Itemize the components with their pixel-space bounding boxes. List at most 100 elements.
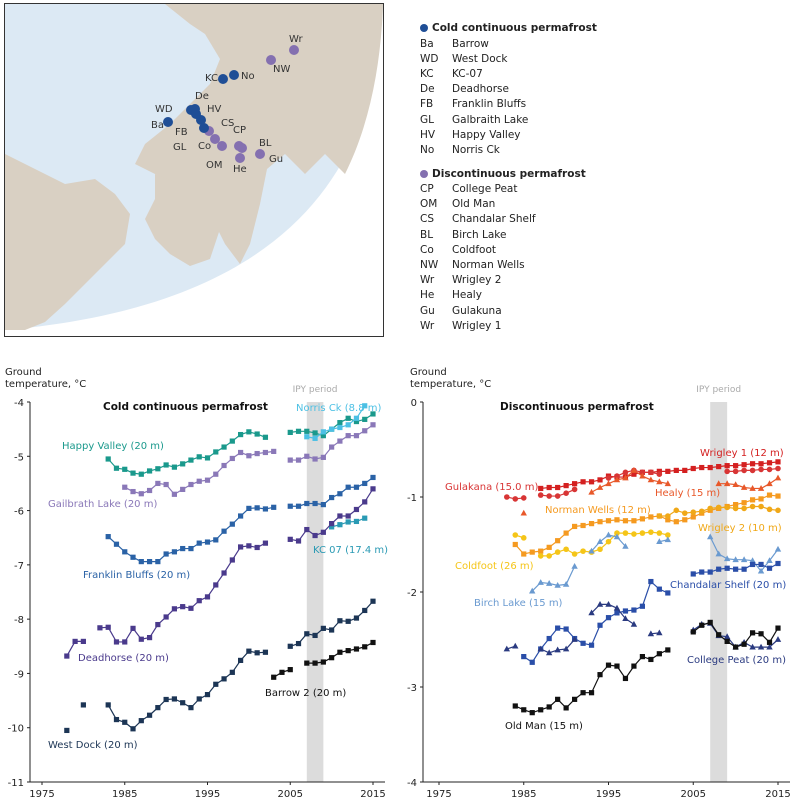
marker-square [733, 463, 739, 469]
legend-abbr: Gu [420, 304, 435, 317]
marker-square [766, 492, 773, 498]
marker-square [221, 570, 227, 576]
marker-square [180, 461, 186, 467]
marker-square [622, 608, 629, 614]
marker-square [171, 696, 177, 702]
marker-circle [724, 504, 730, 511]
site-label: HV [207, 104, 222, 115]
marker-square [580, 479, 586, 485]
marker-triangle [749, 643, 756, 650]
legend-abbr: De [420, 83, 435, 96]
marker-triangle [723, 633, 731, 640]
marker-square [546, 484, 552, 491]
marker-square [287, 536, 293, 542]
marker-square [563, 483, 569, 489]
marker-square [196, 540, 202, 546]
marker-square [246, 543, 252, 549]
marker-square [138, 636, 144, 642]
marker-square [304, 631, 310, 637]
legend-name: Wrigley 1 [452, 319, 502, 332]
marker-square [588, 521, 595, 527]
marker-triangle [656, 478, 663, 485]
marker-square [254, 544, 260, 551]
ipy-band [306, 402, 324, 782]
marker-square [146, 487, 153, 494]
legend-cold-heading: Cold continuous permafrost [420, 20, 597, 36]
marker-circle [656, 471, 663, 477]
series-happy-valley-20-m-: Happy Valley (20 m) [62, 411, 376, 477]
marker-square [229, 669, 235, 675]
series-line [692, 621, 779, 648]
marker-circle [656, 513, 663, 519]
series-line [99, 542, 266, 643]
marker-square [138, 471, 144, 477]
marker-triangle [740, 556, 748, 563]
marker-circle [749, 467, 756, 474]
marker-square [312, 532, 318, 539]
marker-square [163, 614, 169, 620]
marker-square [312, 435, 318, 441]
marker-square [279, 669, 285, 675]
marker-square [295, 428, 302, 434]
marker-square [588, 690, 595, 696]
marker-square [766, 639, 773, 645]
chart-title: Cold continuous permafrost [103, 401, 268, 413]
legend-name: Franklin Bluffs [452, 98, 527, 111]
marker-square [749, 561, 756, 568]
marker-square [113, 541, 120, 547]
series-kc-07-17-4-m-: KC 07 (17.4 m) [313, 515, 388, 556]
marker-square [337, 438, 343, 444]
marker-square [229, 438, 235, 444]
marker-triangle [613, 604, 621, 611]
marker-circle [766, 466, 773, 473]
marker-square [656, 586, 662, 592]
marker-square [105, 456, 111, 462]
marker-square [766, 460, 773, 466]
marker-square [690, 514, 696, 520]
marker-square [304, 660, 310, 666]
marker-triangle [757, 485, 765, 491]
marker-square [353, 433, 360, 439]
legend-abbr: Wr [420, 274, 435, 287]
marker-square [329, 524, 335, 530]
marker-square [130, 470, 136, 476]
marker-square [563, 626, 569, 632]
legend-name: Birch Lake [452, 228, 507, 241]
marker-square [353, 506, 360, 513]
x-tick-label: 2015 [360, 789, 385, 800]
site-label: BL [259, 138, 272, 149]
marker-square [337, 513, 343, 519]
marker-square [741, 500, 747, 506]
marker-square [254, 450, 260, 457]
y-tick-label: -4 [14, 398, 24, 409]
marker-triangle [715, 480, 722, 487]
site-label: De [195, 91, 209, 102]
marker-square [146, 559, 153, 565]
legend-name: Old Man [452, 198, 496, 211]
marker-square [362, 403, 368, 409]
marker-square [312, 430, 318, 436]
series-wrigley-2-10-m-: Wrigley 2 (10 m) [656, 503, 782, 534]
marker-square [180, 604, 186, 610]
marker-square [287, 667, 293, 673]
marker-circle [758, 466, 764, 473]
marker-square [580, 522, 586, 529]
marker-square [648, 514, 654, 520]
legend-abbr: Wr [420, 319, 435, 332]
marker-square [180, 700, 186, 706]
marker-circle [665, 532, 671, 538]
marker-square [555, 484, 561, 491]
marker-square [572, 481, 578, 487]
marker-square [622, 518, 629, 524]
marker-square [682, 467, 688, 473]
marker-square [656, 468, 662, 474]
legend-item: Wr Wrigley 2 [420, 273, 597, 288]
legend-abbr: FB [420, 98, 434, 111]
marker-triangle [766, 557, 773, 564]
marker-square [758, 561, 764, 568]
marker-square [337, 649, 343, 655]
legend-abbr: NW [420, 259, 439, 272]
marker-square [690, 629, 696, 635]
legend-name: College Peat [452, 183, 518, 196]
marker-square [213, 471, 219, 477]
